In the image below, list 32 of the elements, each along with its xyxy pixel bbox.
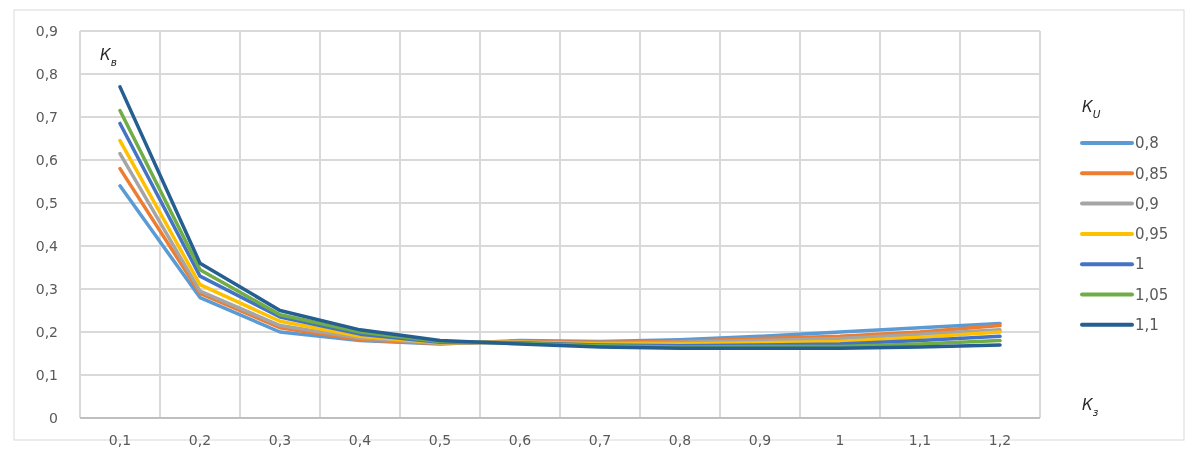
y-tick-label: 0,3 [35,280,58,297]
legend-label: 1,05 [1135,285,1169,304]
x-tick-label: 0,3 [268,431,292,448]
legend-label: 0,8 [1135,134,1159,153]
x-tick-label: 0,9 [748,431,772,448]
y-tick-label: 0,4 [35,237,59,254]
y-tick-label: 0,1 [35,366,58,383]
x-tick-label: 0,4 [348,431,372,448]
legend-label: 0,85 [1135,164,1169,183]
legend-label: 1 [1135,255,1145,274]
x-tick-label: 0,6 [508,431,532,448]
y-tick-label: 0,7 [35,108,58,125]
y-tick-label: 0,2 [35,323,58,340]
x-tick-label: 1,2 [988,431,1012,448]
y-tick-label: 0,5 [35,194,58,211]
legend-label: 1,1 [1135,316,1159,335]
y-tick-label: 0,8 [35,65,58,82]
x-axis-title: К$_{з}$ [1082,396,1099,418]
x-tick-label: 1 [835,431,845,448]
x-tick-label: 1,1 [908,431,932,448]
y-axis-title: К$_{в}$ [100,46,117,68]
legend-label: 0,95 [1135,225,1169,244]
y-tick-label: 0,6 [35,151,59,168]
x-tick-label: 0,2 [188,431,212,448]
y-tick-label: 0,9 [35,22,58,39]
legend-label: 0,9 [1135,194,1159,213]
x-tick-label: 0,5 [428,431,452,448]
x-tick-label: 0,7 [588,431,612,448]
x-tick-label: 0,8 [668,431,692,448]
legend-title: К$_{U}$ [1082,98,1101,120]
y-tick-label: 0 [49,409,58,426]
x-tick-label: 0,1 [108,431,132,448]
